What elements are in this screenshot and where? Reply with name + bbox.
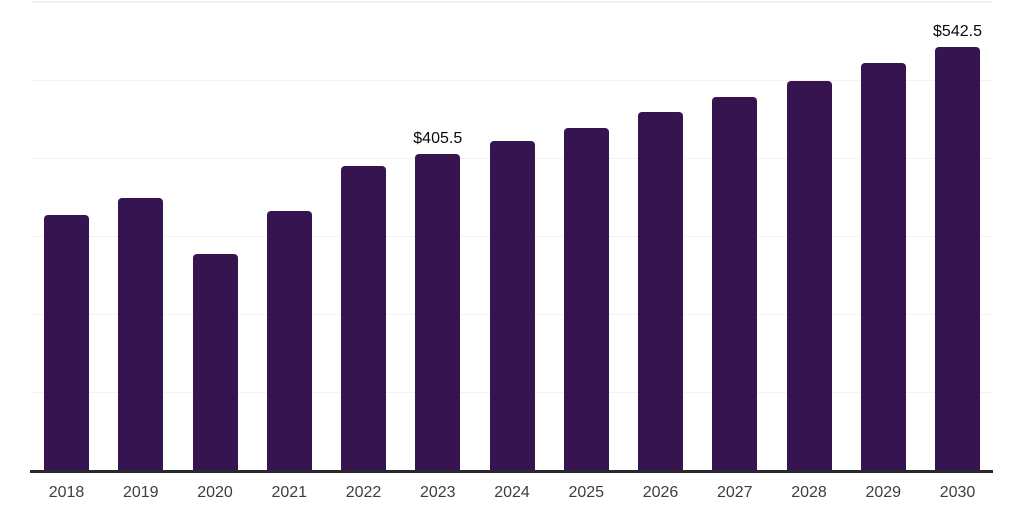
x-tick-label: 2021 [271,484,308,501]
x-tick-label: 2029 [865,484,902,501]
x-tick-label: 2030 [939,484,976,501]
x-tick-label: 2026 [642,484,679,501]
x-tick-label: 2024 [494,484,530,501]
bar-2022 [341,165,386,470]
bar-2030 [935,46,980,470]
bar-2028 [786,80,832,470]
bar-2025 [563,127,609,470]
gridline [32,1,993,3]
x-tick-label: 2018 [48,484,85,501]
bar-2024 [489,140,535,470]
bar-2020 [192,254,238,470]
x-tick-label: 2022 [345,484,382,501]
bar-2023 [415,153,461,470]
x-tick-label: 2025 [568,484,605,501]
x-tick-label: 2019 [122,484,159,501]
x-tick-label: 2027 [716,484,753,501]
x-tick-label: 2023 [419,484,456,501]
x-axis-line [30,470,993,473]
bar-2018 [44,214,89,470]
x-tick-label: 2020 [197,484,233,501]
x-tick-label: 2028 [791,484,827,501]
bar-2027 [712,96,758,470]
bar-2029 [860,62,906,470]
value-label: $405.5 [413,129,463,147]
gridline [32,80,993,81]
bar-2019 [118,197,164,470]
bar-2026 [638,111,683,470]
bar-2021 [266,210,312,470]
value-label: $542.5 [933,22,982,40]
